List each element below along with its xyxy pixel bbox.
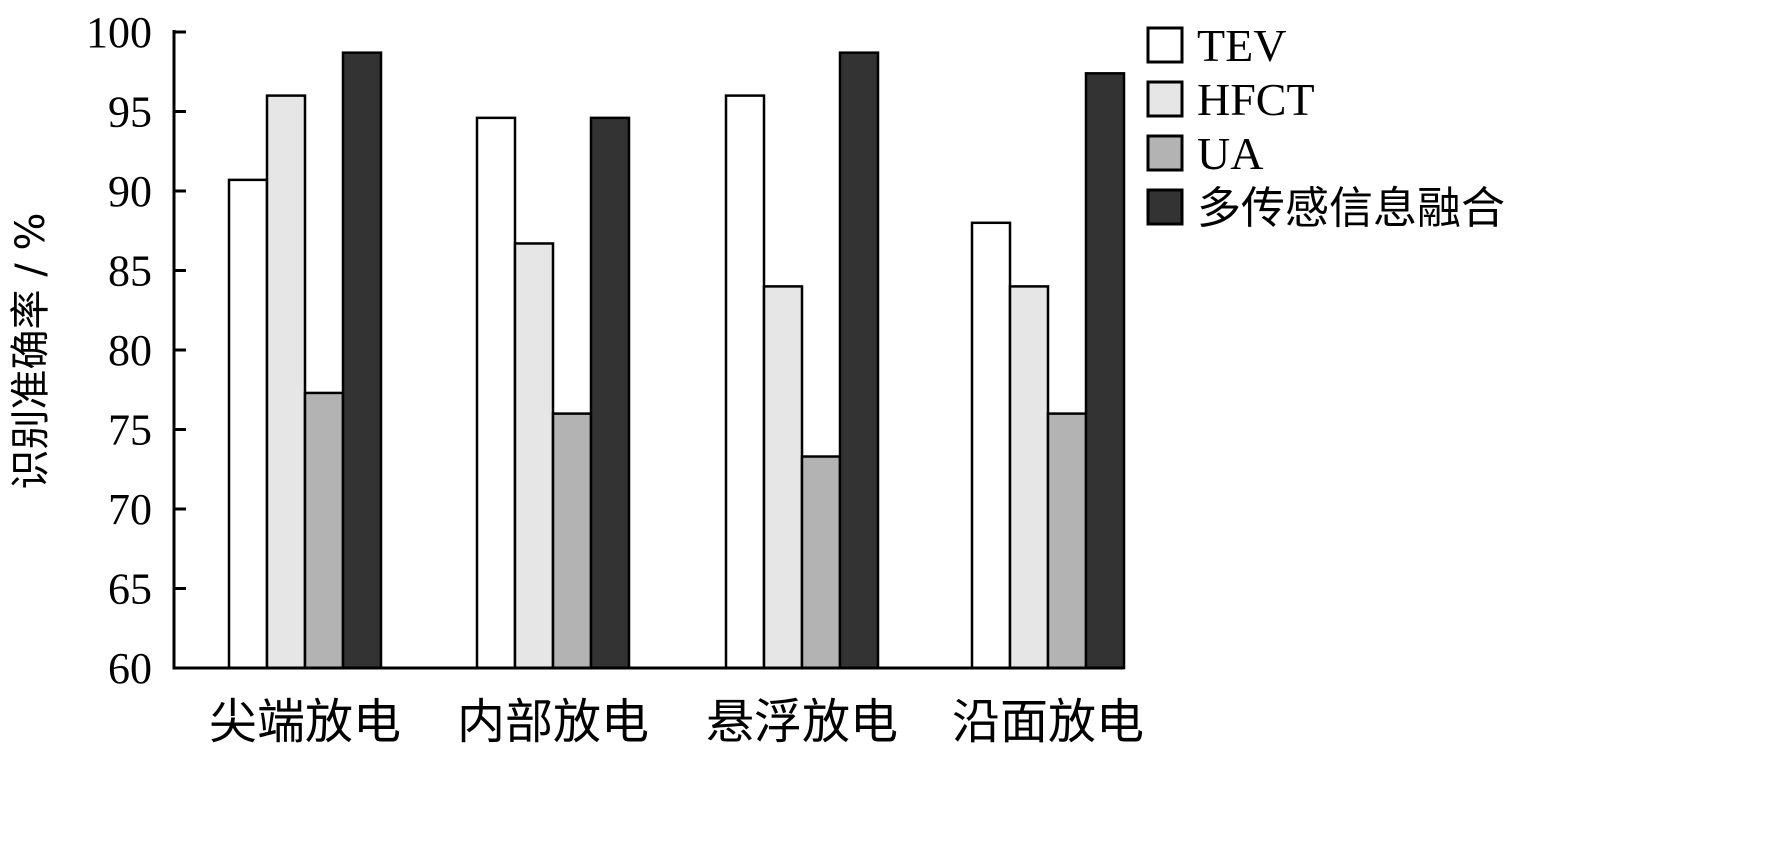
bar-3-1: [1008, 285, 1050, 670]
bar-0-1: [265, 94, 307, 670]
bar-3-0: [970, 221, 1012, 670]
y-tick-label-6: 90: [108, 167, 152, 216]
bar-1-1: [513, 242, 555, 670]
y-ticks-layer: 60 65 70 75 80 85 90 95 100: [86, 8, 186, 693]
bar-1-2: [551, 412, 593, 670]
x-category-label-1: 内部放电: [457, 694, 649, 750]
y-tick-label-3: 75: [108, 406, 152, 455]
bars-layer: [227, 51, 1126, 670]
bar-0-0: [227, 178, 269, 670]
bar-3-3: [1084, 72, 1126, 670]
bar-2-0: [724, 94, 766, 670]
legend-swatch-3: [1146, 188, 1184, 226]
y-axis-title: 识别准确率 / %: [8, 213, 54, 490]
bar-2-3: [838, 51, 880, 670]
bar-3-2: [1046, 412, 1088, 670]
y-tick-label-7: 95: [108, 88, 152, 137]
legend-swatch-1: [1146, 80, 1184, 118]
y-tick-label-2: 70: [108, 485, 152, 534]
y-tick-label-8: 100: [86, 8, 152, 57]
x-category-label-3: 沿面放电: [952, 694, 1144, 750]
x-category-label-0: 尖端放电: [209, 694, 401, 750]
y-tick-label-1: 65: [108, 565, 152, 614]
legend-label-3: 多传感信息融合: [1197, 183, 1505, 234]
legend-label-2: UA: [1197, 128, 1263, 179]
x-category-label-2: 悬浮放电: [706, 694, 898, 750]
bar-2-1: [762, 285, 804, 670]
bar-2-2: [800, 455, 842, 670]
x-labels-layer: 尖端放电 内部放电 悬浮放电 沿面放电: [209, 694, 1144, 750]
legend-label-0: TEV: [1197, 20, 1286, 71]
bar-1-0: [475, 116, 517, 670]
legend-label-1: HFCT: [1197, 74, 1315, 125]
bar-1-3: [589, 116, 631, 670]
y-tick-label-0: 60: [108, 644, 152, 693]
legend-swatch-0: [1146, 26, 1184, 64]
bar-0-3: [341, 51, 383, 670]
bar-0-2: [303, 391, 345, 670]
y-tick-label-4: 80: [108, 326, 152, 375]
legend-swatch-2: [1146, 134, 1184, 172]
y-tick-label-5: 85: [108, 247, 152, 296]
